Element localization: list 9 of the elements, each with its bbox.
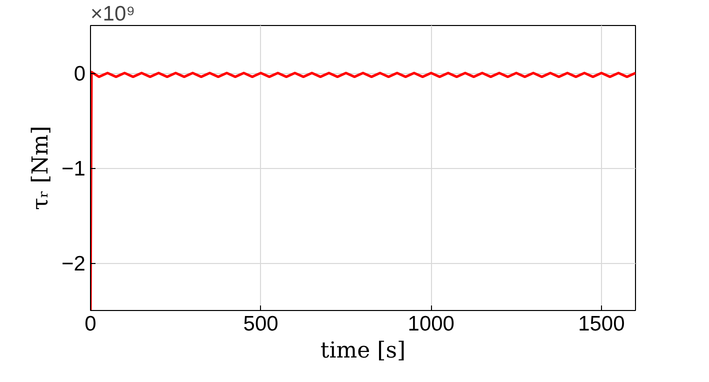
y-tick-label: 0	[74, 62, 86, 86]
y-tick-label: −1	[62, 158, 86, 180]
x-axis-title: time [s]	[320, 338, 406, 364]
x-tick-label: 500	[243, 312, 278, 336]
x-tick-label: 1500	[578, 312, 625, 336]
y-axis-title: τᵣ [Nm]	[28, 126, 54, 210]
x-tick-label: 1000	[408, 312, 454, 336]
text: ×10⁹	[90, 2, 136, 26]
y-tick-label: −2	[62, 252, 86, 276]
